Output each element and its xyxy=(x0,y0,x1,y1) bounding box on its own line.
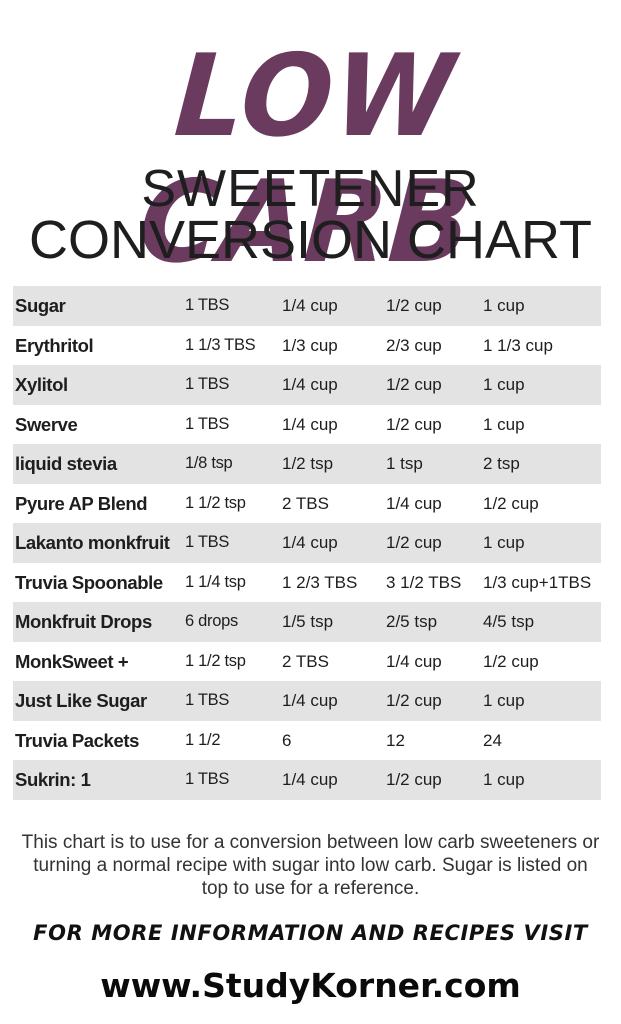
table-row: Monkfruit Drops 6 drops 1/5 tsp 2/5 tsp 4/5 … xyxy=(13,602,601,642)
sweetener-name: Monkfruit Drops xyxy=(15,611,152,632)
sweetener-name: Swerve xyxy=(15,413,78,435)
amount-col1: 1 TBS xyxy=(185,770,230,788)
amount-col3: 3 1/2 TBS xyxy=(386,572,462,592)
amount-col4: 2 tsp xyxy=(483,454,520,473)
amount-col4: 1 cup xyxy=(483,533,525,552)
table-row: Pyure AP Blend 1 1/2 tsp 2 TBS 1/4 cup 1/2 c… xyxy=(13,484,601,524)
amount-col4: 4/5 tsp xyxy=(483,612,535,631)
sweetener-name: Xylitol xyxy=(15,374,68,395)
amount-col2: 6 xyxy=(282,730,292,750)
chart-subtitle-line2: CONVERSION CHART xyxy=(28,210,593,270)
amount-col1: 1 1/4 tsp xyxy=(185,572,246,591)
amount-col1: 1 1/3 TBS xyxy=(185,335,256,354)
sweetener-name: Just Like Sugar xyxy=(15,690,147,711)
sweetener-name: MonkSweet + xyxy=(15,650,129,672)
table-row: Lakanto monkfruit 1 TBS 1/4 cup 1/2 cup 1 cu… xyxy=(13,523,601,563)
sweetener-name: Truvia Spoonable xyxy=(15,571,163,593)
amount-col2: 1/2 tsp xyxy=(282,454,334,473)
amount-col1: 1 1/2 tsp xyxy=(185,651,246,670)
sweetener-name: Truvia Packets xyxy=(15,729,139,751)
amount-col2: 1 2/3 TBS xyxy=(282,572,358,592)
amount-col2: 1/4 cup xyxy=(282,296,338,315)
amount-col4: 1 1/3 cup xyxy=(483,335,553,355)
amount-col1: 1 TBS xyxy=(185,375,230,393)
amount-col1: 1 1/2 xyxy=(185,730,221,749)
amount-col1: 1 TBS xyxy=(185,533,230,551)
more-info-callout: FOR MORE INFORMATION AND RECIPES VISIT xyxy=(33,921,588,945)
amount-col3: 1/2 cup xyxy=(386,533,442,552)
table-row: liquid stevia 1/8 tsp 1/2 tsp 1 tsp 2 tsp xyxy=(13,444,601,484)
amount-col3: 12 xyxy=(386,730,405,750)
conversion-table: Sugar 1 TBS 1/4 cup 1/2 cup 1 cup Erythritol 1… xyxy=(13,286,601,800)
amount-col4: 1 cup xyxy=(483,296,525,315)
sweetener-name: Erythritol xyxy=(15,334,94,356)
amount-col4: 1 cup xyxy=(483,770,525,789)
sweetener-name: Pyure AP Blend xyxy=(15,492,148,514)
amount-col1: 6 drops xyxy=(185,612,238,630)
table-row: Truvia Packets 1 1/2 6 12 24 xyxy=(13,721,601,761)
sweetener-name: Sukrin: 1 xyxy=(15,769,91,790)
amount-col1: 1 TBS xyxy=(185,691,230,709)
sweetener-name: Sugar xyxy=(15,295,66,316)
amount-col4: 1 cup xyxy=(483,414,525,434)
amount-col4: 1 cup xyxy=(483,375,525,394)
amount-col2: 1/5 tsp xyxy=(282,612,334,631)
table-row: Xylitol 1 TBS 1/4 cup 1/2 cup 1 cup xyxy=(13,365,601,405)
amount-col1: 1 TBS xyxy=(185,414,230,433)
amount-col3: 1/2 cup xyxy=(386,296,442,315)
amount-col3: 2/5 tsp xyxy=(386,612,438,631)
amount-col4: 1/2 cup xyxy=(483,493,539,513)
amount-col3: 1 tsp xyxy=(386,454,423,473)
amount-col2: 1/4 cup xyxy=(282,691,338,710)
website-url[interactable]: www.StudyKorner.com xyxy=(100,966,521,1005)
amount-col2: 1/4 cup xyxy=(282,375,338,394)
table-row: Truvia Spoonable 1 1/4 tsp 1 2/3 TBS 3 1/2 … xyxy=(13,563,601,603)
amount-col1: 1/8 tsp xyxy=(185,454,233,472)
sweetener-name: liquid stevia xyxy=(15,453,117,474)
amount-col2: 1/3 cup xyxy=(282,335,338,355)
table-row: Sugar 1 TBS 1/4 cup 1/2 cup 1 cup xyxy=(13,286,601,326)
amount-col2: 1/4 cup xyxy=(282,414,338,434)
amount-col3: 2/3 cup xyxy=(386,335,442,355)
table-row: Sukrin: 1 1 TBS 1/4 cup 1/2 cup 1 cup xyxy=(13,760,601,800)
amount-col3: 1/2 cup xyxy=(386,414,442,434)
amount-col4: 1 cup xyxy=(483,691,525,710)
table-row: Swerve 1 TBS 1/4 cup 1/2 cup 1 cup xyxy=(13,405,601,445)
table-row: MonkSweet + 1 1/2 tsp 2 TBS 1/4 cup 1/2 cup xyxy=(13,642,601,682)
amount-col2: 1/4 cup xyxy=(282,770,338,789)
amount-col3: 1/2 cup xyxy=(386,691,442,710)
amount-col1: 1 TBS xyxy=(185,296,230,314)
amount-col2: 2 TBS xyxy=(282,493,329,513)
amount-col3: 1/4 cup xyxy=(386,493,442,513)
amount-col4: 1/3 cup+1TBS xyxy=(483,572,592,592)
amount-col4: 24 xyxy=(483,730,502,750)
table-row: Erythritol 1 1/3 TBS 1/3 cup 2/3 cup 1 1/3 c… xyxy=(13,326,601,366)
sweetener-name: Lakanto monkfruit xyxy=(15,532,170,553)
amount-col3: 1/2 cup xyxy=(386,770,442,789)
amount-col3: 1/4 cup xyxy=(386,651,442,671)
chart-subtitle-line1: SWEETENER xyxy=(141,160,480,218)
amount-col4: 1/2 cup xyxy=(483,651,539,671)
amount-col3: 1/2 cup xyxy=(386,375,442,394)
explanation-note: This chart is to use for a conversion be… xyxy=(21,832,600,899)
amount-col2: 1/4 cup xyxy=(282,533,338,552)
amount-col2: 2 TBS xyxy=(282,651,329,671)
amount-col1: 1 1/2 tsp xyxy=(185,493,246,512)
table-row: Just Like Sugar 1 TBS 1/4 cup 1/2 cup 1 cup xyxy=(13,681,601,721)
